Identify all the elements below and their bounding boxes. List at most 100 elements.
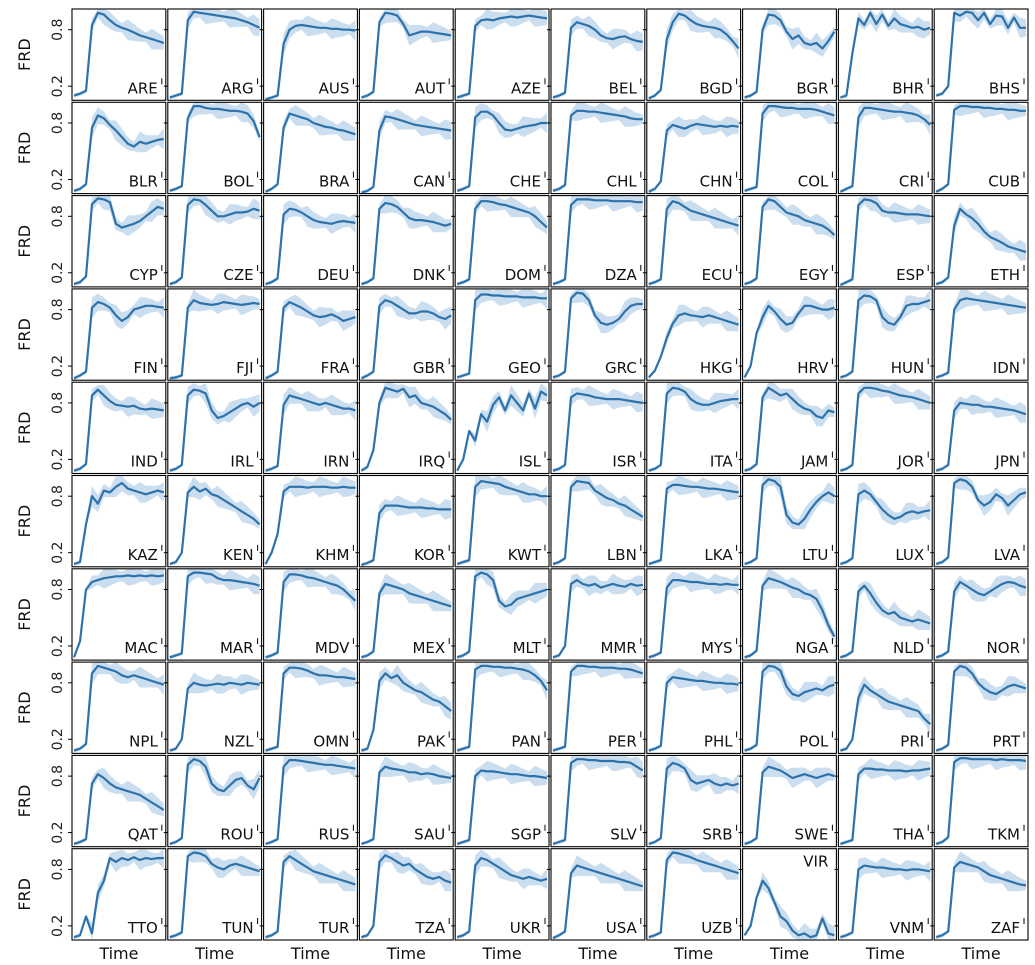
- uncertainty-band-deu: [265, 200, 356, 286]
- series-line-tza: [361, 854, 452, 939]
- series-line-fra: [265, 301, 356, 380]
- panel-frame: [358, 101, 454, 195]
- series-line-cyp: [73, 197, 165, 286]
- panel-frame: [646, 474, 742, 568]
- series-line-gbr: [360, 299, 452, 380]
- y-axis-label: FRD: [15, 505, 34, 538]
- uncertainty-band-mlt: [457, 568, 547, 660]
- country-code-label: VNM: [890, 919, 924, 937]
- panel-frame: [550, 754, 646, 848]
- y-tick-label: 0.2: [50, 355, 66, 377]
- panel-bhr: BHR: [834, 8, 933, 101]
- panel-lka: LKA: [642, 474, 742, 568]
- panel-frame: [550, 848, 646, 941]
- country-code-label: CHE: [510, 173, 541, 191]
- uncertainty-band-kaz: [74, 475, 164, 566]
- y-tick-label: 0.8: [50, 672, 66, 694]
- series-line-kor: [361, 504, 452, 566]
- panel-irn: IRN: [259, 381, 358, 475]
- x-axis-label: Time: [386, 944, 426, 963]
- panel-jam: JAM: [738, 381, 837, 475]
- country-code-label: OMN: [313, 732, 349, 750]
- country-code-label: NOR: [987, 639, 1020, 657]
- uncertainty-band-mex: [361, 573, 452, 660]
- country-code-label: PRI: [900, 732, 924, 750]
- panel-omn: OMN: [259, 661, 358, 754]
- panel-kor: KOR: [355, 474, 454, 568]
- panel-mac: MAC 0.2 0.8 FRD: [15, 568, 167, 661]
- uncertainty-band-qat: [74, 767, 164, 846]
- panel-pan: PAN: [451, 661, 550, 754]
- series-line-bol: [169, 104, 261, 192]
- y-axis-label: FRD: [15, 132, 34, 165]
- country-code-label: IRN: [323, 453, 349, 471]
- country-code-label: TKM: [987, 826, 1020, 844]
- y-tick-label: 0.2: [50, 75, 66, 97]
- uncertainty-band-hrv: [744, 295, 835, 380]
- series-line-cri: [839, 106, 931, 193]
- panel-pak: PAK: [355, 661, 454, 754]
- series-line-qat: [73, 773, 165, 845]
- series-line-sgp: [456, 769, 548, 845]
- country-code-label: BGD: [699, 79, 732, 97]
- country-code-label: BRA: [319, 173, 350, 191]
- series-line-che: [456, 110, 547, 192]
- uncertainty-band-ita: [648, 382, 739, 473]
- panel-frame: [837, 848, 933, 941]
- country-code-label: ITA: [710, 453, 733, 471]
- uncertainty-band-chl: [553, 102, 643, 193]
- country-code-label: EGY: [799, 266, 829, 284]
- series-line-mlt: [456, 571, 548, 659]
- x-axis-label: Time: [98, 944, 138, 963]
- uncertainty-band-grc: [553, 288, 643, 380]
- panel-rou: ROU: [163, 754, 263, 848]
- panel-tur: TUR Time: [259, 848, 358, 963]
- panel-bol: BOL: [163, 101, 263, 195]
- panel-frame: [358, 288, 454, 381]
- series-line-irl: [169, 388, 261, 472]
- panel-frame: [263, 195, 358, 288]
- panel-frame: [71, 288, 167, 381]
- panel-frame: [742, 8, 837, 101]
- series-line-phl: [648, 676, 739, 752]
- uncertainty-band-khm: [265, 476, 356, 566]
- country-code-label: VIR: [803, 853, 828, 871]
- uncertainty-band-dza: [553, 195, 643, 286]
- panel-srb: SRB: [642, 754, 742, 848]
- series-line-hrv: [743, 304, 835, 378]
- panel-tto: TTO 0.2 0.8 FRD Time: [15, 848, 167, 963]
- panel-sgp: SGP: [451, 754, 550, 848]
- uncertainty-band-jam: [744, 382, 835, 473]
- country-code-label: BHS: [989, 79, 1020, 97]
- country-code-label: ISR: [612, 453, 636, 471]
- series-line-grc: [552, 291, 643, 379]
- series-line-npl: [73, 664, 165, 752]
- panel-cze: CZE: [163, 195, 263, 288]
- panel-frame: [646, 568, 742, 661]
- uncertainty-band-tur: [265, 849, 356, 940]
- panel-aze: AZE: [451, 8, 550, 101]
- series-line-mac: [72, 574, 164, 658]
- y-tick-label: 0.2: [50, 542, 66, 564]
- y-tick-label: 0.8: [50, 19, 66, 41]
- panel-frame: [837, 101, 933, 195]
- uncertainty-band-dnk: [361, 195, 452, 286]
- series-line-mys: [648, 578, 739, 659]
- panel-mmr: MMR: [547, 568, 646, 661]
- panel-frame: [263, 101, 358, 195]
- uncertainty-band-tza: [361, 848, 452, 940]
- series-line-tur: [265, 855, 356, 939]
- panel-frame: [71, 101, 167, 195]
- panel-kaz: KAZ 0.2 0.8 FRD: [15, 474, 167, 568]
- panel-frame: [550, 661, 646, 754]
- panel-irq: IRQ: [355, 381, 454, 475]
- series-line-lux: [840, 489, 931, 566]
- series-line-aus: [265, 23, 356, 101]
- x-axis-label: Time: [961, 944, 1001, 963]
- country-code-label: MAR: [220, 639, 254, 657]
- uncertainty-band-jpn: [936, 394, 1026, 473]
- series-line-fji: [169, 299, 260, 380]
- series-line-slv: [552, 758, 644, 845]
- uncertainty-band-esp: [840, 195, 931, 287]
- panel-frame: [646, 195, 742, 288]
